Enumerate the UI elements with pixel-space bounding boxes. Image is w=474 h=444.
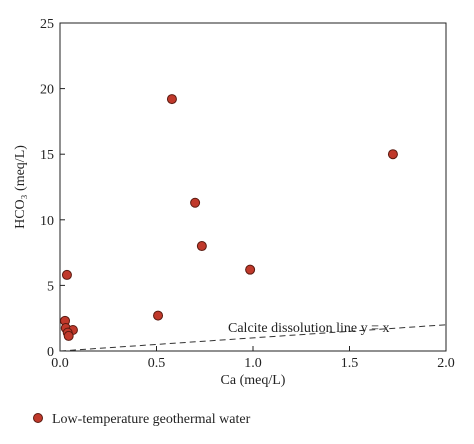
y-axis-label: HCO₃ (meq/L) bbox=[13, 145, 28, 229]
x-tick-label: 2.0 bbox=[437, 356, 455, 371]
x-tick-label: 1.0 bbox=[244, 356, 262, 371]
x-tick-label: 0.0 bbox=[51, 356, 69, 371]
y-tick-label: 0 bbox=[47, 345, 54, 360]
x-axis-label: Ca (meq/L) bbox=[221, 373, 286, 388]
y-tick-label: 20 bbox=[40, 83, 54, 98]
x-tick-label: 1.5 bbox=[341, 356, 359, 371]
annotation: Calcite dissolution line y = x bbox=[228, 321, 390, 336]
legend-label: Low-temperature geothermal water bbox=[52, 412, 251, 427]
x-tick-label: 0.5 bbox=[148, 356, 166, 371]
point bbox=[153, 310, 164, 321]
y-tick-label: 10 bbox=[40, 214, 54, 229]
point bbox=[61, 269, 72, 280]
plot-frame bbox=[59, 22, 447, 352]
y-tick-label: 25 bbox=[40, 17, 54, 32]
y-tick-label: 5 bbox=[47, 279, 54, 294]
point bbox=[63, 330, 74, 341]
y-tick-label: 15 bbox=[40, 148, 54, 163]
point bbox=[245, 264, 256, 275]
point bbox=[196, 241, 207, 252]
point bbox=[387, 149, 398, 160]
point bbox=[190, 197, 201, 208]
legend-marker bbox=[33, 413, 43, 423]
reference-line bbox=[59, 324, 447, 352]
point bbox=[166, 94, 177, 105]
